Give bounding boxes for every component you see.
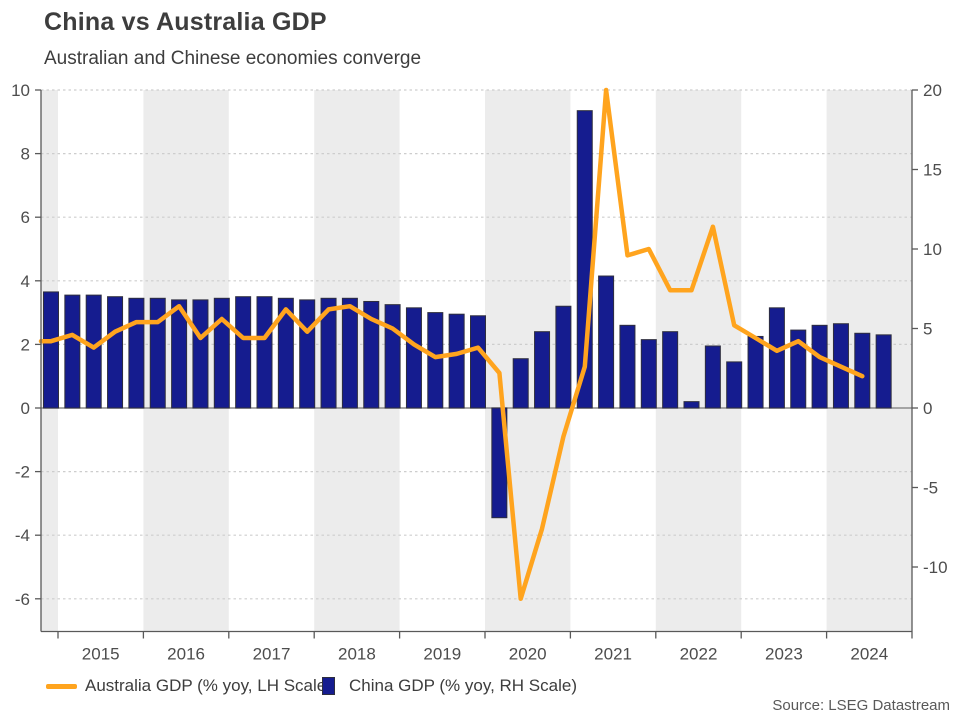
china-gdp-bar	[256, 296, 273, 409]
year-label: 2022	[680, 645, 718, 664]
right-axis-tick-label: -10	[923, 558, 948, 577]
legend-item-china: China GDP (% yoy, RH Scale)	[322, 674, 577, 698]
china-bars	[43, 110, 892, 519]
right-axis-tick-label: 0	[923, 399, 932, 418]
left-axis-tick-label: 4	[21, 272, 30, 291]
china-gdp-bar	[235, 296, 252, 409]
year-label: 2023	[765, 645, 803, 664]
china-gdp-bar	[277, 297, 294, 409]
china-gdp-bar	[534, 331, 551, 409]
china-gdp-bar	[299, 299, 316, 409]
china-gdp-bar	[747, 335, 764, 409]
china-gdp-bar	[555, 305, 572, 409]
china-gdp-bar	[640, 339, 657, 409]
right-axis-tick-label: 15	[923, 161, 942, 180]
year-label: 2016	[167, 645, 205, 664]
left-axis-tick-label: 8	[21, 145, 30, 164]
china-gdp-bar	[726, 361, 743, 409]
china-gdp-bar	[128, 297, 145, 409]
china-bar-swatch	[322, 677, 335, 695]
axis-frame	[40, 90, 913, 633]
china-gdp-bar	[662, 331, 679, 409]
china-gdp-bar	[854, 332, 871, 409]
legend-item-australia: Australia GDP (% yoy, LH Scale)	[46, 674, 332, 698]
china-gdp-bar	[598, 275, 615, 409]
year-label: 2024	[850, 645, 888, 664]
source-label: Source: LSEG Datastream	[772, 697, 950, 714]
china-gdp-bar	[811, 324, 828, 409]
legend-label-china: China GDP (% yoy, RH Scale)	[349, 676, 577, 695]
china-gdp-bar	[448, 313, 465, 409]
left-axis-tick-label: -6	[15, 590, 30, 609]
right-axis-tick-label: 20	[923, 81, 942, 100]
australia-gdp-line	[38, 87, 865, 602]
page-title: China vs Australia GDP	[44, 8, 327, 36]
left-axis-tick-label: 10	[11, 81, 30, 100]
china-gdp-bar	[341, 297, 358, 409]
china-gdp-bar	[875, 334, 892, 409]
left-axis-tick-label: -2	[15, 463, 30, 482]
x-axis: 2015 2016 2017 2018 2019 2020 2021 2022 2023 2024	[57, 631, 913, 664]
china-gdp-bar	[512, 358, 529, 409]
right-axis-tick-label: 5	[923, 320, 932, 339]
year-label: 2018	[338, 645, 376, 664]
year-label: 2015	[82, 645, 120, 664]
right-axis-tick-label: -5	[923, 479, 938, 498]
china-gdp-bar	[427, 312, 444, 409]
left-axis-tick-label: -4	[15, 526, 30, 545]
china-gdp-bar	[704, 345, 721, 409]
left-axis-tick-label: 2	[21, 335, 30, 354]
right-axis: 20 15 10 5 0 -5 -10	[912, 81, 948, 577]
year-label: 2021	[594, 645, 632, 664]
china-gdp-bar	[363, 300, 380, 409]
china-gdp-bar	[405, 307, 422, 409]
china-gdp-bar	[43, 291, 59, 409]
china-gdp-bar	[192, 299, 209, 409]
china-gdp-bar	[171, 299, 188, 409]
china-gdp-bar	[149, 297, 166, 409]
china-gdp-bar	[320, 297, 337, 409]
year-label: 2017	[253, 645, 291, 664]
year-label: 2020	[509, 645, 547, 664]
australia-line-swatch	[46, 683, 77, 689]
legend-label-australia: Australia GDP (% yoy, LH Scale)	[85, 676, 332, 695]
china-gdp-bar	[107, 296, 124, 409]
left-axis: 10 8 6 4 2 0 -2 -4 -6	[11, 81, 41, 609]
china-gdp-bar	[470, 315, 486, 409]
china-gdp-bar	[619, 324, 636, 409]
china-gdp-bar	[213, 297, 230, 409]
year-label: 2019	[423, 645, 461, 664]
china-gdp-bar	[790, 329, 807, 409]
china-gdp-bar	[85, 294, 102, 409]
china-gdp-bar	[384, 304, 401, 409]
left-axis-tick-label: 6	[21, 208, 30, 227]
china-gdp-bar	[768, 307, 785, 409]
china-gdp-bar	[64, 294, 81, 409]
china-gdp-bar	[683, 401, 700, 409]
chart-subtitle: Australian and Chinese economies converg…	[44, 48, 422, 69]
left-axis-tick-label: 0	[21, 399, 30, 418]
right-axis-tick-label: 10	[923, 240, 942, 259]
